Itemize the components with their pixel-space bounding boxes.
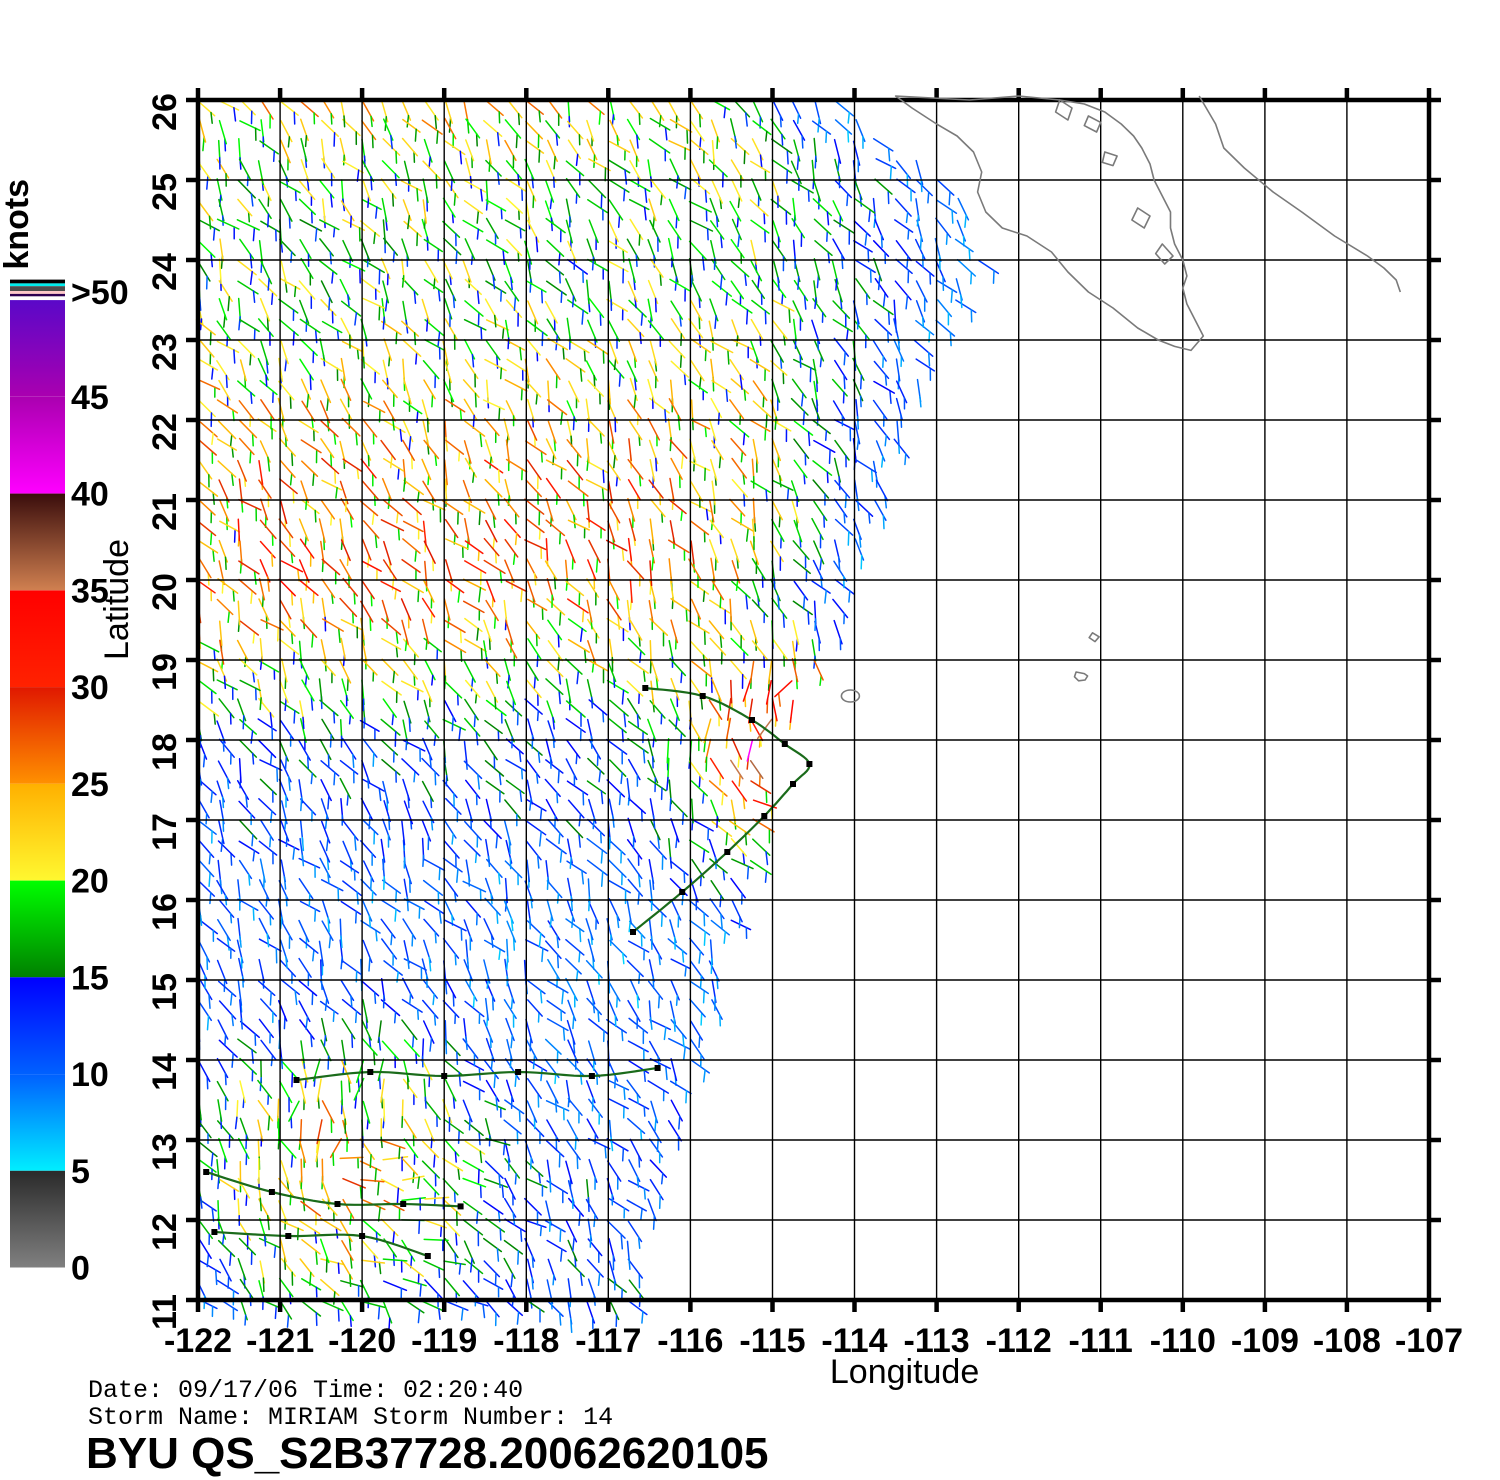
svg-text:-119: -119 <box>411 1322 477 1360</box>
svg-text:17: 17 <box>146 813 184 851</box>
svg-text:15: 15 <box>71 959 109 997</box>
svg-text:-108: -108 <box>1313 1322 1381 1360</box>
svg-text:-110: -110 <box>1150 1322 1216 1360</box>
svg-text:24: 24 <box>146 253 184 291</box>
svg-text:-118: -118 <box>493 1322 559 1360</box>
svg-text:-109: -109 <box>1231 1322 1299 1360</box>
svg-text:0: 0 <box>71 1250 90 1288</box>
svg-text:14: 14 <box>146 1053 184 1091</box>
svg-text:15: 15 <box>146 973 184 1011</box>
svg-text:16: 16 <box>146 893 184 931</box>
svg-text:21: 21 <box>146 493 184 531</box>
svg-text:22: 22 <box>146 413 184 451</box>
svg-text:Longitude: Longitude <box>830 1353 979 1391</box>
svg-text:-116: -116 <box>657 1322 723 1360</box>
svg-text:40: 40 <box>71 476 109 514</box>
svg-text:45: 45 <box>71 379 109 417</box>
svg-text:20: 20 <box>71 863 109 901</box>
svg-text:25: 25 <box>146 173 184 211</box>
svg-text:-121: -121 <box>246 1322 314 1360</box>
svg-text:11: 11 <box>146 1294 184 1330</box>
svg-text:>50: >50 <box>71 274 129 312</box>
svg-text:Latitude: Latitude <box>98 539 136 660</box>
svg-text:23: 23 <box>146 333 184 371</box>
svg-text:30: 30 <box>71 669 109 707</box>
svg-text:-111: -111 <box>1069 1322 1133 1360</box>
svg-text:-117: -117 <box>575 1322 641 1360</box>
svg-text:BYU QS_S2B37728.20062620105: BYU QS_S2B37728.20062620105 <box>86 1429 769 1478</box>
svg-text:Date: 09/17/06 Time: 02:20: Date: 09/17/06 Time: 02:20:40 <box>88 1376 523 1405</box>
svg-text:10: 10 <box>71 1056 109 1094</box>
svg-text:knots: knots <box>0 179 36 270</box>
svg-text:19: 19 <box>146 653 184 691</box>
svg-text:20: 20 <box>146 573 184 611</box>
svg-text:-107: -107 <box>1395 1322 1463 1360</box>
svg-text:Storm Name: MIRIAM Storm: Storm Name: MIRIAM Storm Number: 14 <box>88 1403 613 1432</box>
svg-text:13: 13 <box>146 1133 184 1171</box>
svg-text:25: 25 <box>71 766 109 804</box>
svg-text:-112: -112 <box>986 1322 1052 1360</box>
svg-text:12: 12 <box>146 1213 184 1251</box>
svg-text:18: 18 <box>146 733 184 771</box>
svg-text:-120: -120 <box>328 1322 396 1360</box>
svg-text:-115: -115 <box>739 1322 805 1360</box>
svg-text:5: 5 <box>71 1153 90 1191</box>
svg-text:26: 26 <box>146 93 184 131</box>
